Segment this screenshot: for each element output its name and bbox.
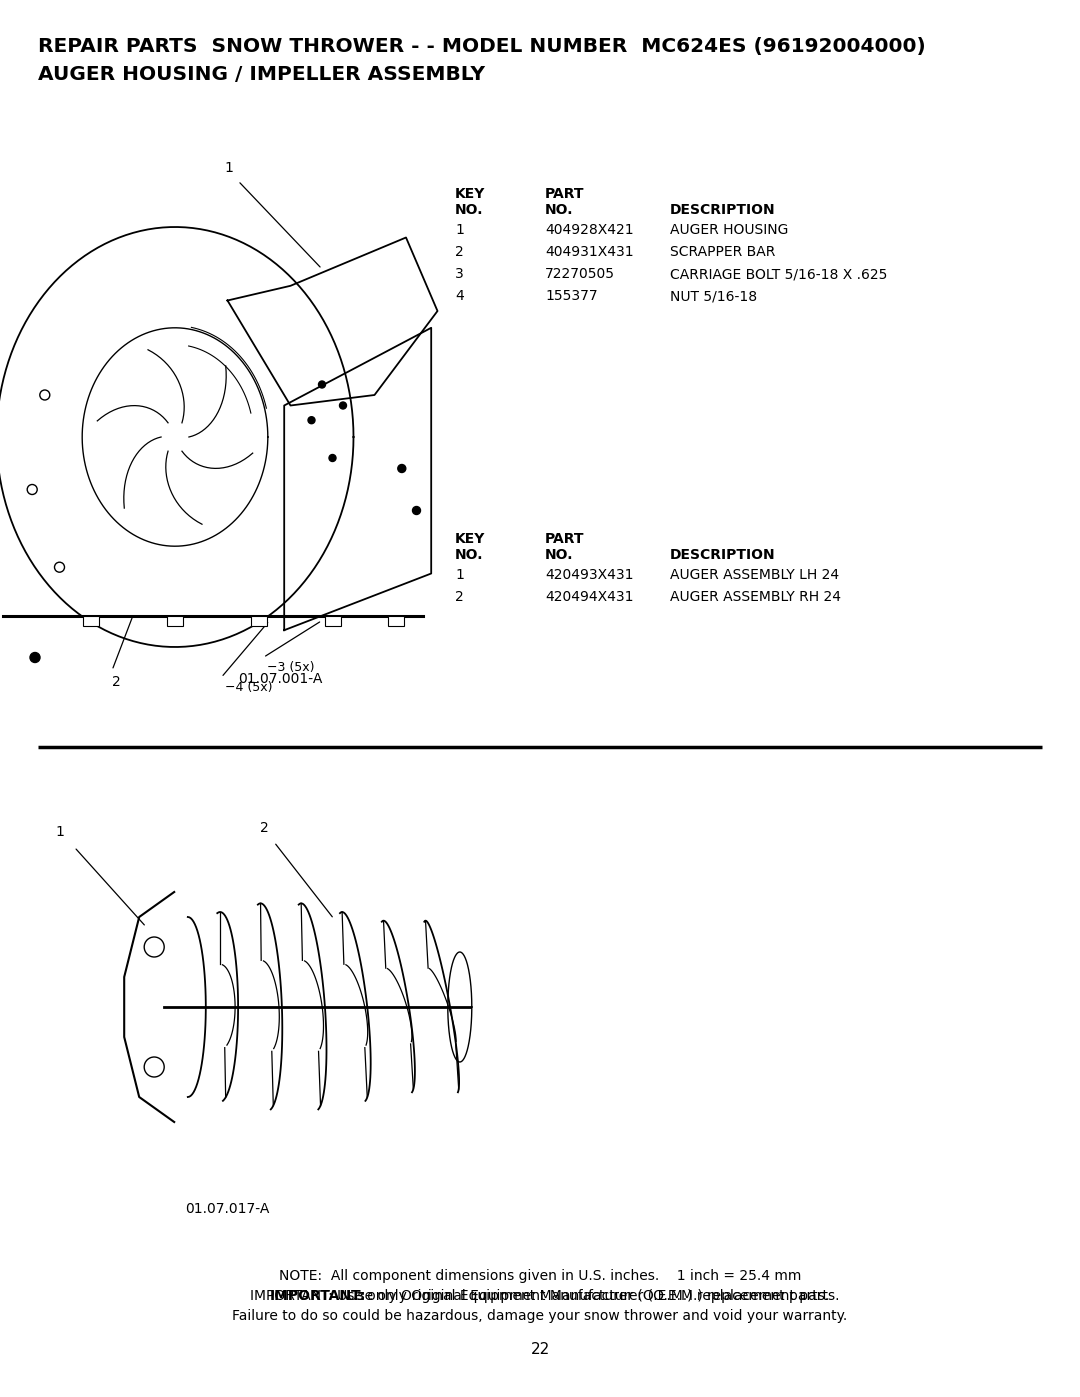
Text: 3: 3 — [455, 267, 463, 281]
Text: 22: 22 — [530, 1343, 550, 1356]
Text: AUGER HOUSING / IMPELLER ASSEMBLY: AUGER HOUSING / IMPELLER ASSEMBLY — [38, 66, 485, 84]
Text: IMPORTANT:: IMPORTANT: — [270, 1289, 366, 1303]
Text: NUT 5/16-18: NUT 5/16-18 — [670, 289, 757, 303]
Text: AUGER ASSEMBLY RH 24: AUGER ASSEMBLY RH 24 — [670, 590, 841, 604]
Text: KEY: KEY — [455, 187, 485, 201]
Text: CARRIAGE BOLT 5/16-18 X .625: CARRIAGE BOLT 5/16-18 X .625 — [670, 267, 888, 281]
Text: AUGER ASSEMBLY LH 24: AUGER ASSEMBLY LH 24 — [670, 569, 839, 583]
Text: KEY: KEY — [455, 532, 485, 546]
Text: REPAIR PARTS  SNOW THROWER - - MODEL NUMBER  MC624ES (96192004000): REPAIR PARTS SNOW THROWER - - MODEL NUMB… — [38, 36, 926, 56]
Circle shape — [339, 402, 347, 409]
Text: 404931X431: 404931X431 — [545, 244, 634, 258]
Text: −3 (5x): −3 (5x) — [268, 662, 315, 675]
Text: NO.: NO. — [545, 548, 573, 562]
Text: NO.: NO. — [545, 203, 573, 217]
Text: 01.07.017-A: 01.07.017-A — [185, 1201, 269, 1215]
Text: PART: PART — [545, 187, 584, 201]
Text: 1: 1 — [455, 569, 464, 583]
Text: 420494X431: 420494X431 — [545, 590, 634, 604]
Text: 4: 4 — [455, 289, 463, 303]
Text: NO.: NO. — [455, 548, 484, 562]
Text: 404928X421: 404928X421 — [545, 224, 634, 237]
Text: 1: 1 — [55, 826, 64, 840]
Text: 2: 2 — [260, 821, 269, 835]
Text: 1: 1 — [455, 224, 464, 237]
Bar — [167, 616, 183, 626]
Circle shape — [319, 381, 325, 388]
Bar — [83, 616, 99, 626]
Text: Failure to do so could be hazardous, damage your snow thrower and void your warr: Failure to do so could be hazardous, dam… — [232, 1309, 848, 1323]
Text: 420493X431: 420493X431 — [545, 569, 634, 583]
Text: IMPORTANT: Use only Original Equipment Manufacturer (O.E.M.) replacement parts.: IMPORTANT: Use only Original Equipment M… — [251, 1289, 829, 1303]
Bar — [388, 616, 404, 626]
Text: 2: 2 — [455, 590, 463, 604]
Text: 2: 2 — [112, 676, 121, 690]
Circle shape — [329, 454, 336, 461]
Text: NO.: NO. — [455, 203, 484, 217]
Text: PART: PART — [545, 532, 584, 546]
Text: Use only Original Equipment Manufacturer (O.E.M.) replacement parts.: Use only Original Equipment Manufacturer… — [343, 1289, 839, 1303]
Text: DESCRIPTION: DESCRIPTION — [670, 203, 775, 217]
Text: 72270505: 72270505 — [545, 267, 615, 281]
Text: SCRAPPER BAR: SCRAPPER BAR — [670, 244, 775, 258]
Bar — [324, 616, 340, 626]
Text: 2: 2 — [455, 244, 463, 258]
Text: NOTE:  All component dimensions given in U.S. inches.    1 inch = 25.4 mm: NOTE: All component dimensions given in … — [279, 1268, 801, 1282]
Text: −4 (5x): −4 (5x) — [226, 682, 273, 694]
Text: 155377: 155377 — [545, 289, 597, 303]
Circle shape — [413, 507, 420, 514]
Bar — [251, 616, 267, 626]
Text: 1: 1 — [225, 161, 233, 175]
Circle shape — [397, 464, 406, 472]
Text: DESCRIPTION: DESCRIPTION — [670, 548, 775, 562]
Circle shape — [308, 416, 315, 423]
Circle shape — [30, 652, 40, 662]
Text: AUGER HOUSING: AUGER HOUSING — [670, 224, 788, 237]
Text: 01.07.001-A: 01.07.001-A — [238, 672, 322, 686]
